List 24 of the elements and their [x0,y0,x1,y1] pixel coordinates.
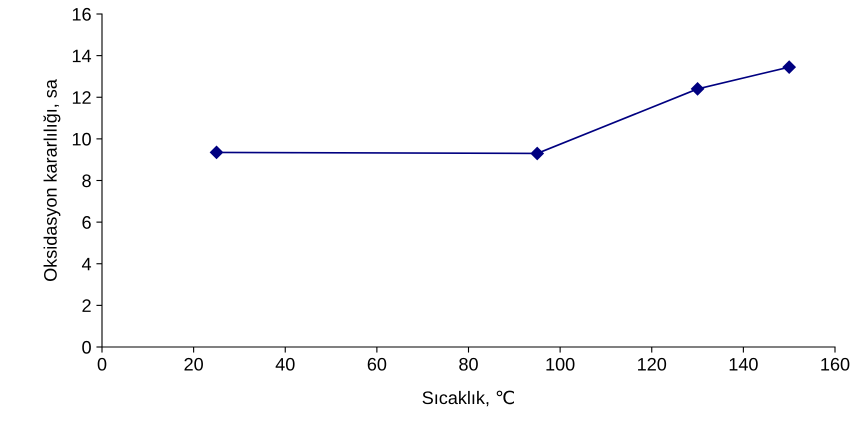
x-tick-label: 20 [184,358,203,371]
x-tick-label: 100 [546,358,574,371]
y-tick-label: 14 [72,50,92,62]
x-axis-title: Sıcaklık, ℃ [422,390,514,406]
point [782,60,796,74]
y-tick-label: 0 [82,340,91,354]
point [210,146,224,159]
y-tick-label: 16 [72,8,91,21]
y-tick-label: 12 [72,91,91,104]
point [690,82,704,96]
point [530,146,544,160]
x-tick-label: 60 [368,358,386,371]
x-tick-label: 80 [459,358,478,371]
x-tick-label: 0 [98,358,106,371]
y-tick-label: 4 [82,258,92,270]
y-tick-label: 10 [72,132,91,146]
x-tick-label: 120 [638,358,666,371]
x-tick-label: 40 [276,358,295,371]
y-tick-label: 2 [82,299,91,312]
y-tick-label: 6 [82,216,91,229]
x-tick-label: 160 [821,358,850,371]
x-tick-label: 140 [730,358,758,371]
y-tick-label: 8 [82,174,91,188]
y-axis-title: Oksidasyon kararlılığı, sa [43,79,60,281]
